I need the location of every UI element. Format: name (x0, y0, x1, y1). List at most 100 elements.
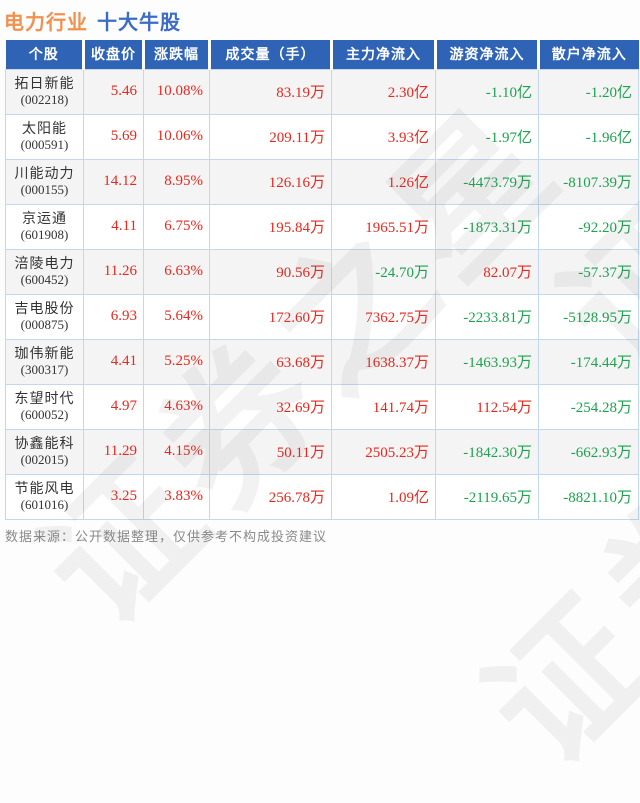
stock-name: 京运通 (22, 209, 67, 226)
retail-net-inflow: -92.20万 (538, 203, 639, 250)
col-header-main-inflow: 主力净流入 (330, 40, 436, 69)
table-row: 京运通 (601908) 4.11 6.75% 195.84万 1965.51万 -1873… (5, 203, 639, 250)
footer-disclaimer: 数据来源：公开数据整理，仅供参考不构成投资建议 (5, 529, 328, 544)
retail-net-inflow: -1.96亿 (538, 113, 639, 160)
stock-code: (002218) (20, 92, 69, 108)
stock-code: (000875) (20, 317, 69, 333)
stocks-table: 个股 收盘价 涨跌幅 成交量（手） 主力净流入 游资净流入 散户净流入 拓日新能… (5, 40, 639, 520)
main-net-inflow: 1638.37万 (331, 338, 436, 385)
volume: 172.60万 (209, 293, 332, 340)
stock-cell: 拓日新能 (002218) (5, 68, 84, 115)
col-header-volume: 成交量（手） (208, 40, 332, 69)
col-header-close: 收盘价 (82, 40, 144, 69)
main-net-inflow: 7362.75万 (331, 293, 436, 340)
table-row: 涪陵电力 (600452) 11.26 6.63% 90.56万 -24.70万 82.07… (5, 248, 639, 295)
main-net-inflow: 141.74万 (331, 383, 436, 430)
table-row: 拓日新能 (002218) 5.46 10.08% 83.19万 2.30亿 -1.10亿 -… (5, 68, 639, 115)
change-percent: 5.64% (143, 293, 210, 340)
change-percent: 4.63% (143, 383, 210, 430)
close-price: 6.93 (83, 293, 144, 340)
stock-cell: 节能风电 (601016) (5, 473, 84, 520)
stock-cell: 协鑫能科 (002015) (5, 428, 84, 475)
close-price: 4.41 (83, 338, 144, 385)
retail-net-inflow: -5128.95万 (538, 293, 639, 340)
hot-money-net-inflow: -4473.79万 (435, 158, 539, 205)
stock-cell: 珈伟新能 (300317) (5, 338, 84, 385)
hot-money-net-inflow: 82.07万 (435, 248, 539, 295)
stock-code: (601908) (20, 227, 69, 243)
retail-net-inflow: -8821.10万 (538, 473, 639, 520)
stock-name: 节能风电 (14, 479, 75, 496)
change-percent: 6.63% (143, 248, 210, 295)
table-row: 珈伟新能 (300317) 4.41 5.25% 63.68万 1638.37万 -1463… (5, 338, 639, 385)
change-percent: 3.83% (143, 473, 210, 520)
hot-money-net-inflow: -1.10亿 (435, 68, 539, 115)
volume: 90.56万 (209, 248, 332, 295)
table-row: 太阳能 (000591) 5.69 10.06% 209.11万 3.93亿 -1.97亿 -… (5, 113, 639, 160)
table-row: 川能动力 (000155) 14.12 8.95% 126.16万 1.26亿 -4473.… (5, 158, 639, 205)
close-price: 3.25 (83, 473, 144, 520)
volume: 126.16万 (209, 158, 332, 205)
change-percent: 5.25% (143, 338, 210, 385)
stock-name: 协鑫能科 (14, 434, 75, 451)
change-percent: 6.75% (143, 203, 210, 250)
main-net-inflow: 2505.23万 (331, 428, 436, 475)
hot-money-net-inflow: -2233.81万 (435, 293, 539, 340)
main-net-inflow: -24.70万 (331, 248, 436, 295)
retail-net-inflow: -254.28万 (538, 383, 639, 430)
volume: 50.11万 (209, 428, 332, 475)
title-industry: 电力行业 (4, 12, 88, 34)
table-header-row: 个股 收盘价 涨跌幅 成交量（手） 主力净流入 游资净流入 散户净流入 (5, 40, 639, 69)
stock-name: 拓日新能 (14, 74, 75, 91)
stock-name: 太阳能 (22, 119, 67, 136)
change-percent: 4.15% (143, 428, 210, 475)
volume: 209.11万 (209, 113, 332, 160)
stock-code: (002015) (20, 452, 69, 468)
hot-money-net-inflow: -1.97亿 (435, 113, 539, 160)
retail-net-inflow: -174.44万 (538, 338, 639, 385)
stock-cell: 涪陵电力 (600452) (5, 248, 84, 295)
stock-code: (300317) (20, 362, 69, 378)
main-net-inflow: 3.93亿 (331, 113, 436, 160)
volume: 83.19万 (209, 68, 332, 115)
table-row: 协鑫能科 (002015) 11.29 4.15% 50.11万 2505.23万 -184… (5, 428, 639, 475)
page-title: 电力行业 十大牛股 (4, 6, 181, 35)
col-header-retail-inflow: 散户净流入 (537, 40, 639, 69)
stock-name: 吉电股份 (14, 299, 75, 316)
main-net-inflow: 1.09亿 (331, 473, 436, 520)
main-net-inflow: 1965.51万 (331, 203, 436, 250)
hot-money-net-inflow: -1873.31万 (435, 203, 539, 250)
hot-money-net-inflow: -1463.93万 (435, 338, 539, 385)
stock-cell: 太阳能 (000591) (5, 113, 84, 160)
volume: 32.69万 (209, 383, 332, 430)
hot-money-net-inflow: -1842.30万 (435, 428, 539, 475)
volume: 63.68万 (209, 338, 332, 385)
change-percent: 8.95% (143, 158, 210, 205)
stock-code: (000591) (20, 137, 69, 153)
table-row: 东望时代 (600052) 4.97 4.63% 32.69万 141.74万 112.54… (5, 383, 639, 430)
stock-code: (600452) (20, 272, 69, 288)
retail-net-inflow: -57.37万 (538, 248, 639, 295)
stock-name: 珈伟新能 (14, 344, 75, 361)
close-price: 4.97 (83, 383, 144, 430)
retail-net-inflow: -1.20亿 (538, 68, 639, 115)
close-price: 14.12 (83, 158, 144, 205)
hot-money-net-inflow: 112.54万 (435, 383, 539, 430)
stock-cell: 京运通 (601908) (5, 203, 84, 250)
stock-name: 东望时代 (14, 389, 75, 406)
stock-name: 川能动力 (14, 164, 75, 181)
close-price: 4.11 (83, 203, 144, 250)
hot-money-net-inflow: -2119.65万 (435, 473, 539, 520)
close-price: 5.69 (83, 113, 144, 160)
col-header-hot-inflow: 游资净流入 (434, 40, 539, 69)
col-header-change: 涨跌幅 (142, 40, 210, 69)
title-suffix: 十大牛股 (97, 12, 181, 34)
close-price: 11.29 (83, 428, 144, 475)
stock-cell: 吉电股份 (000875) (5, 293, 84, 340)
volume: 256.78万 (209, 473, 332, 520)
main-net-inflow: 1.26亿 (331, 158, 436, 205)
stock-name: 涪陵电力 (14, 254, 75, 271)
close-price: 11.26 (83, 248, 144, 295)
table-row: 节能风电 (601016) 3.25 3.83% 256.78万 1.09亿 -2119.6… (5, 473, 639, 520)
stock-code: (601016) (20, 497, 69, 513)
